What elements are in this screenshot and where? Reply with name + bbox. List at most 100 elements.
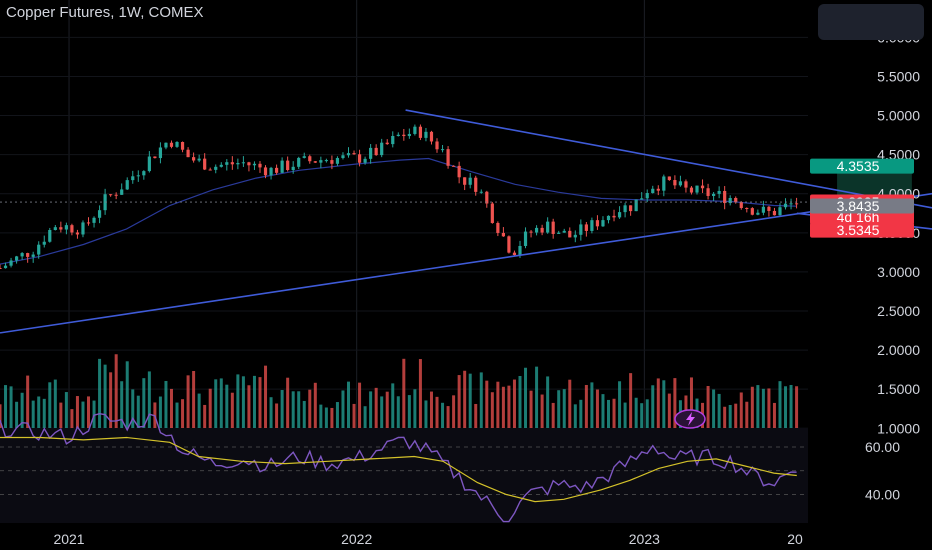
volume-bar — [761, 388, 765, 428]
candle-body — [783, 203, 788, 208]
candle-body — [131, 176, 135, 181]
time-tick-label: 20 — [787, 531, 803, 547]
candle-body — [761, 206, 765, 213]
volume-bar — [15, 401, 19, 428]
candle-body — [756, 212, 760, 215]
volume-bar — [501, 386, 505, 428]
corner-button[interactable] — [818, 4, 924, 40]
volume-bar — [147, 371, 151, 428]
rsi-signal-line — [0, 436, 797, 503]
volume-bar — [269, 397, 273, 428]
volume-bar — [286, 377, 290, 428]
candle-body — [352, 153, 356, 155]
stop-price-label: 3.5345 — [837, 222, 880, 238]
moving-average-line — [0, 157, 797, 265]
volume-bar — [479, 372, 483, 428]
volume-bar — [750, 386, 754, 428]
volume-bar — [640, 403, 644, 428]
rsi-axis[interactable]: 60.00 40.00 — [865, 439, 900, 503]
candle-body — [197, 158, 201, 161]
candle-body — [26, 253, 30, 257]
candle-body — [557, 232, 561, 234]
candle-body — [507, 236, 511, 253]
candle-body — [463, 177, 467, 185]
trendline — [405, 109, 932, 209]
volume-bar — [756, 385, 760, 428]
candle-body — [3, 265, 8, 269]
volume-bar — [618, 381, 622, 428]
volume-bar — [391, 383, 395, 428]
volume-bar — [103, 364, 107, 428]
volume-bar — [551, 402, 555, 428]
candle-body — [452, 165, 456, 167]
candle-body — [86, 222, 91, 224]
candle-body — [474, 177, 478, 192]
time-axis[interactable]: 2021 2022 2023 20 — [53, 531, 803, 547]
candle-body — [203, 158, 207, 170]
candle-body — [667, 176, 671, 181]
candle-body — [606, 215, 611, 221]
candle-body — [136, 175, 140, 177]
candle-body — [142, 171, 146, 176]
candle-body — [523, 231, 528, 246]
alert-button[interactable] — [674, 409, 706, 429]
candle-body — [706, 188, 710, 196]
volume-bar — [197, 393, 201, 428]
volume-bar — [512, 379, 516, 428]
candle-body — [501, 232, 505, 237]
volume-bar — [275, 403, 279, 428]
volume-bar — [429, 391, 433, 428]
candle-body — [20, 253, 24, 257]
volume-bar — [795, 386, 799, 428]
rsi-tick-label: 40.00 — [865, 487, 900, 503]
candle-body — [9, 260, 13, 266]
volume-bar — [120, 381, 124, 428]
volume-bar — [324, 407, 328, 428]
price-tick-label: 2.0000 — [877, 342, 920, 358]
volume-bar — [236, 374, 240, 428]
volume-bar — [468, 373, 472, 428]
candle-body — [446, 149, 450, 166]
volume-bar — [175, 402, 179, 428]
candle-body — [440, 149, 445, 151]
volume-bar — [656, 378, 660, 428]
volume-bar — [31, 400, 35, 428]
candle-body — [291, 166, 295, 171]
candle-body — [534, 227, 539, 233]
candle-body — [485, 191, 489, 204]
volume-bar — [230, 392, 234, 428]
candle-body — [734, 197, 738, 203]
volume-bar — [59, 402, 63, 428]
volume-bar — [247, 385, 251, 428]
volume-bar — [457, 375, 461, 428]
candle-body — [59, 227, 63, 230]
candle-body — [612, 215, 616, 218]
candle-body — [241, 162, 245, 164]
volume-bar — [463, 370, 467, 428]
candle-body — [385, 142, 389, 145]
candle-body — [37, 244, 41, 255]
volume-bar — [374, 387, 378, 428]
candle-body — [247, 162, 251, 166]
candle-body — [656, 188, 660, 191]
candle-body — [324, 160, 328, 162]
entry-price-label: 3.8435 — [837, 198, 880, 214]
volume-bar — [396, 396, 400, 428]
volume-bars — [0, 354, 799, 428]
volume-bar — [540, 394, 544, 428]
candle-body — [629, 205, 633, 212]
candle-body — [31, 254, 35, 257]
candle-body — [169, 142, 174, 147]
price-tick-label: 1.0000 — [877, 420, 920, 436]
volume-bar — [634, 397, 638, 428]
candle-body — [424, 131, 428, 138]
candle-body — [208, 169, 212, 171]
volume-bar — [385, 391, 389, 428]
candle-body — [114, 194, 118, 196]
volume-bar — [601, 394, 605, 428]
candle-body — [14, 256, 19, 261]
candle-body — [125, 180, 129, 190]
volume-bar — [579, 399, 583, 428]
volume-bar — [584, 384, 588, 428]
